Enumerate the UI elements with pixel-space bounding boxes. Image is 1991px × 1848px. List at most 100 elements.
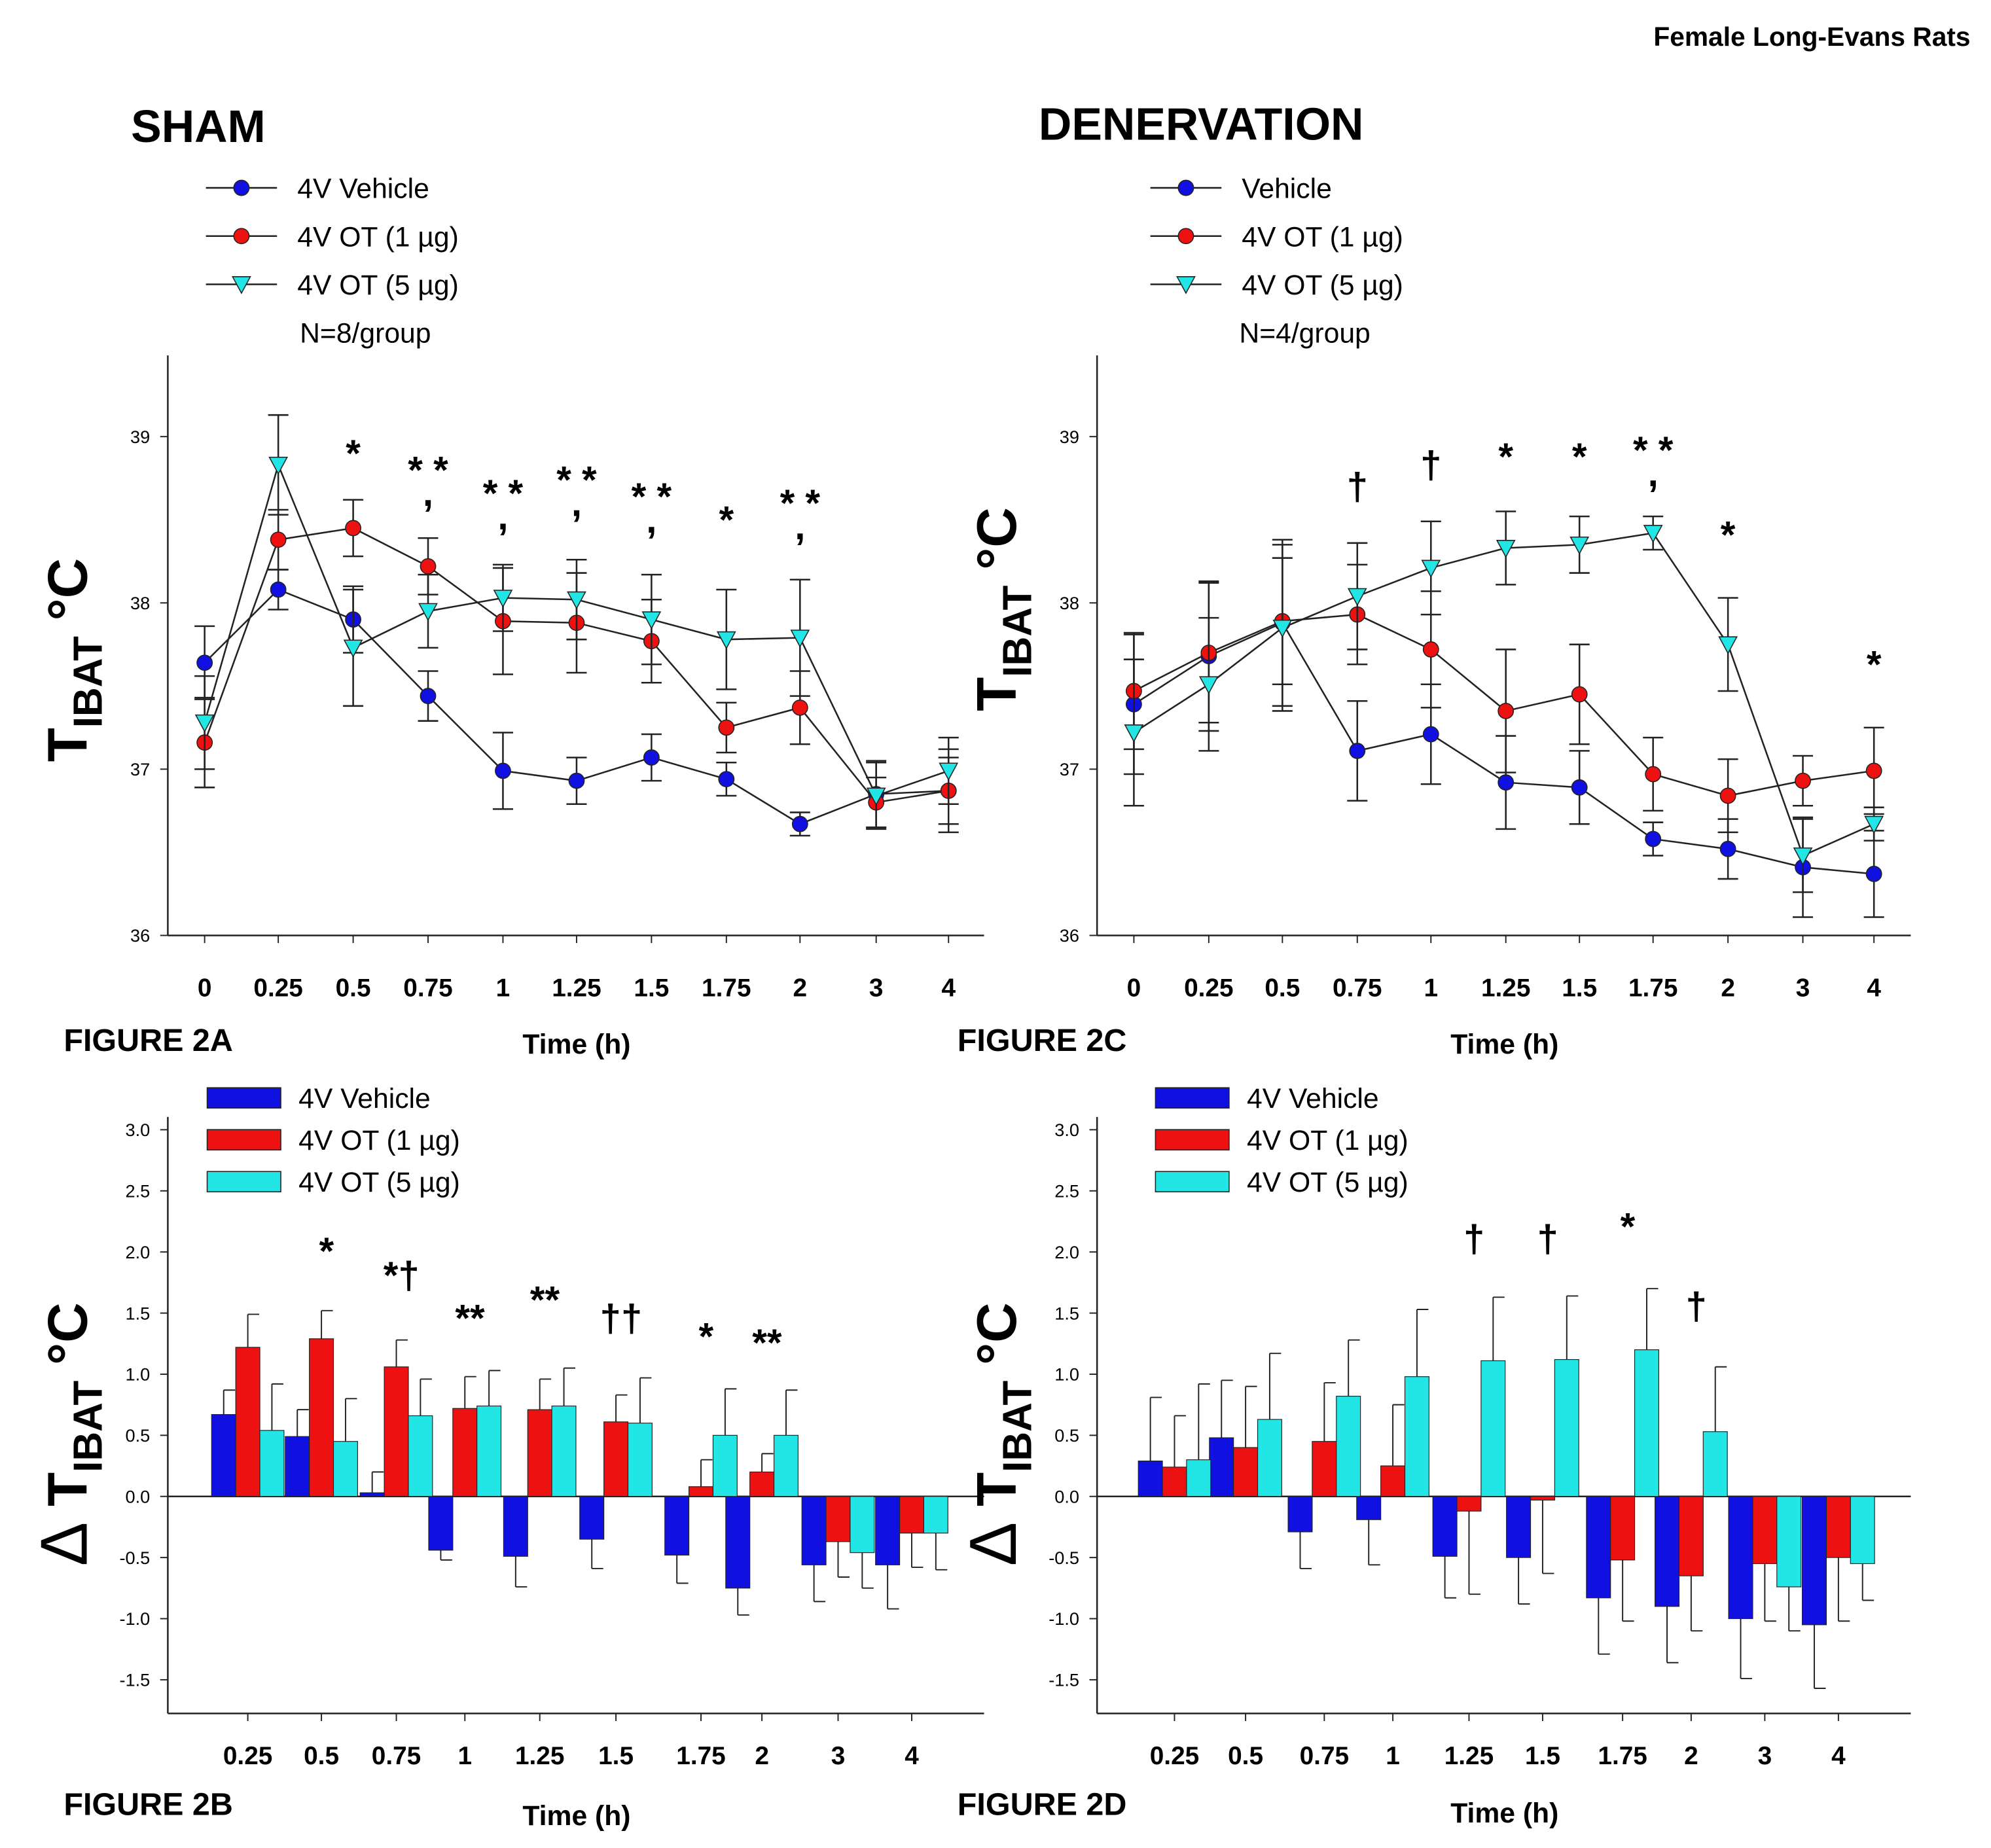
error-bar [737, 1588, 749, 1616]
y-tick-label: 0.5 [1054, 1425, 1079, 1446]
x-tick-label: 4 [941, 974, 956, 1003]
x-tick-label: 0.5 [1265, 974, 1300, 1003]
error-bar [1299, 1531, 1312, 1569]
circle-marker [1865, 762, 1882, 779]
y-tick-label: 1.5 [126, 1303, 151, 1323]
triangle-marker [1569, 536, 1590, 555]
bar [452, 1408, 478, 1497]
x-tick-label: 1 [1386, 1742, 1400, 1770]
significance-marker: * [319, 1230, 334, 1273]
x-axis-label: Time (h) [522, 1800, 630, 1832]
significance-marker: * * [632, 476, 672, 518]
triangle-marker [1421, 560, 1441, 578]
error-bar [1566, 1295, 1579, 1360]
legend-label: 4V OT (5 µg) [297, 270, 459, 301]
x-tick-label: 1 [457, 1742, 472, 1770]
error-bar [1268, 1353, 1282, 1420]
bar [1610, 1496, 1636, 1561]
error-bar [1221, 1379, 1233, 1438]
circle-marker [1795, 772, 1811, 789]
triangle-marker [939, 762, 959, 781]
bar [527, 1409, 552, 1497]
legend-label: 4V OT (1 µg) [298, 1125, 460, 1156]
y-tick-label: 0.0 [1054, 1486, 1079, 1506]
x-tick-label: 0.25 [1150, 1742, 1199, 1770]
y-label-sub: IBAT [66, 1381, 111, 1472]
y-label-sub: IBAT [66, 636, 111, 728]
delta-symbol: Δ [27, 1522, 101, 1566]
x-tick-label: 1.5 [634, 974, 669, 1003]
circle-marker [791, 699, 808, 716]
error-bar [296, 1409, 309, 1437]
y-label-unit: °C [37, 1302, 99, 1380]
error-bar [1646, 1288, 1659, 1350]
y-tick-label: 39 [130, 427, 150, 447]
circle-marker [1571, 686, 1588, 703]
y-tick-label: -1.0 [1049, 1608, 1079, 1629]
bar [384, 1366, 409, 1497]
triangle-marker [194, 714, 215, 733]
y-tick-label: -0.5 [1049, 1548, 1079, 1568]
significance-separator: , [423, 472, 433, 514]
error-bar [837, 1541, 850, 1578]
significance-separator: , [795, 505, 805, 548]
significance-marker: † [1347, 466, 1368, 508]
bar [1404, 1376, 1429, 1497]
error-bar [440, 1550, 452, 1561]
circle-marker [1719, 840, 1736, 857]
triangle-marker [493, 590, 513, 608]
error-bar [247, 1313, 260, 1347]
circle-marker [1349, 743, 1366, 759]
y-tick-label: 2.0 [1054, 1242, 1079, 1262]
triangle-marker [1496, 540, 1516, 558]
triangle-marker [1793, 847, 1813, 866]
y-tick-label: -1.5 [119, 1670, 150, 1690]
bar [579, 1496, 605, 1540]
bar [408, 1415, 433, 1497]
significance-marker: † [1420, 444, 1441, 487]
significance-marker: * * [1633, 429, 1674, 472]
x-tick-label: 0.25 [223, 1742, 272, 1770]
bar [503, 1496, 528, 1557]
x-tick-label: 1.25 [552, 974, 601, 1003]
bar [1530, 1496, 1555, 1501]
x-tick-label: 1.5 [1525, 1742, 1560, 1770]
error-bar [1492, 1296, 1505, 1361]
bar [664, 1496, 690, 1555]
significance-marker: * * [483, 472, 524, 515]
group-size-note: N=8/group [300, 318, 431, 349]
legend-label: Vehicle [1242, 173, 1332, 205]
y-label-sub: IBAT [995, 1381, 1040, 1472]
y-axis-label: Δ TIBAT °C [27, 1302, 111, 1566]
triangle-marker [1864, 815, 1884, 834]
bar [773, 1434, 798, 1497]
bar [1356, 1496, 1382, 1520]
panel-A: 36 37 38 39 0 0.25 0.5 0.75 1 1.25 1.5 1.75 2 3 4 SHAM F… [37, 101, 984, 1060]
series-line-0 [1133, 622, 1874, 875]
error-bar [761, 1453, 774, 1472]
error-bar [1541, 1500, 1554, 1574]
triangle-marker [641, 611, 662, 630]
delta-symbol: Δ [957, 1522, 1030, 1566]
x-tick-label: 1.5 [1562, 974, 1597, 1003]
y-tick-label: 1.0 [126, 1364, 151, 1385]
triangle-marker [1643, 525, 1663, 543]
bar [1850, 1496, 1875, 1565]
y-tick-label: -0.5 [119, 1548, 150, 1568]
significance-marker: †† [600, 1298, 642, 1340]
bar [1506, 1496, 1532, 1558]
bar [1480, 1360, 1506, 1497]
error-bar [1861, 1563, 1874, 1601]
triangle-marker [1347, 588, 1367, 607]
series-line-2 [1133, 532, 1874, 857]
bar [1825, 1496, 1851, 1558]
y-tick-label: 3.0 [126, 1120, 151, 1140]
bar [1312, 1441, 1337, 1497]
x-tick-label: 4 [1867, 974, 1881, 1003]
circle-marker [233, 228, 250, 245]
x-tick-label: 0.75 [1300, 1742, 1349, 1770]
legend-swatch [206, 1171, 281, 1193]
triangle-marker [232, 276, 251, 294]
space [37, 1506, 99, 1522]
panel-title: SHAM [131, 101, 266, 152]
